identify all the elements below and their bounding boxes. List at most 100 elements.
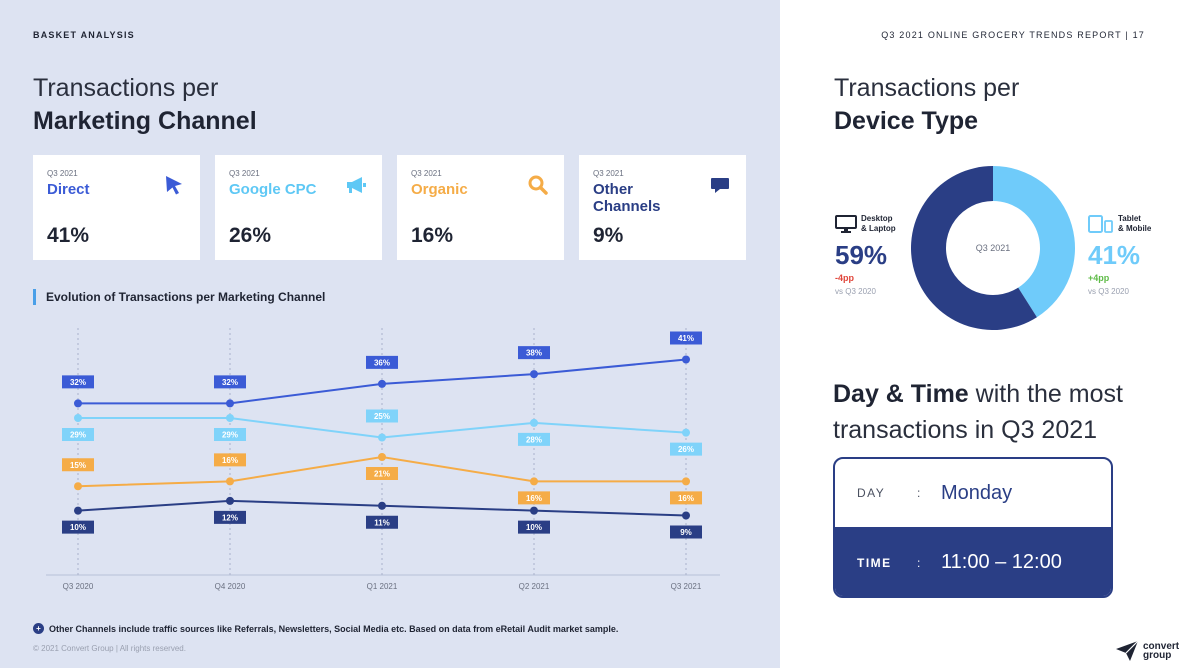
copyright: © 2021 Convert Group | All rights reserv… — [33, 644, 186, 653]
page-title: Transactions per Marketing Channel — [33, 72, 257, 138]
data-point — [226, 477, 234, 486]
data-label-text: 10% — [526, 523, 542, 532]
data-point — [378, 433, 386, 442]
desktop-label-row: Desktop & Laptop — [835, 214, 915, 234]
data-label-text: 11% — [374, 518, 390, 527]
data-label-bg — [62, 375, 94, 389]
card-name: Google CPC — [229, 181, 317, 198]
data-point — [226, 399, 234, 408]
data-label-bg — [214, 510, 246, 524]
desktop-label-1: Desktop — [861, 214, 893, 223]
data-label-bg — [518, 491, 550, 505]
line-chart: Q3 2020 Q4 2020 Q1 2021 Q2 2021 Q3 2021 32% 32… — [46, 328, 720, 591]
donut-center-label: Q3 2021 — [976, 243, 1011, 253]
data-label-text: 25% — [374, 412, 390, 421]
time-row: TIME : 11:00 – 12:00 — [835, 527, 1111, 596]
x-tick-label: Q2 2021 — [519, 582, 550, 591]
section-label: BASKET ANALYSIS — [33, 30, 135, 40]
data-label: 12% — [214, 510, 246, 524]
mobile-label: Tablet & Mobile — [1118, 214, 1151, 234]
data-label: 21% — [366, 467, 398, 480]
data-label-bg — [366, 355, 398, 369]
card-value: 26% — [229, 224, 272, 247]
data-label-text: 38% — [526, 349, 542, 358]
data-label: 10% — [518, 520, 550, 534]
desktop-delta: -4pp — [835, 273, 854, 283]
time-key: TIME — [857, 555, 892, 570]
desktop-label-2: & Laptop — [861, 224, 896, 233]
card-value: 9% — [593, 224, 624, 247]
data-label-bg — [670, 442, 702, 456]
tablet-mobile-icon — [1088, 215, 1113, 233]
data-label-bg — [366, 515, 398, 529]
cursor-icon — [166, 176, 182, 195]
left-panel — [0, 0, 780, 668]
mobile-vs: vs Q3 2020 — [1088, 287, 1129, 296]
mobile-label-2: & Mobile — [1118, 224, 1152, 233]
data-label-text: 21% — [374, 470, 390, 479]
card-period: Q3 2021 — [411, 169, 442, 178]
data-label-bg — [518, 520, 550, 534]
card-google-cpc: Q3 2021 Google CPC 26% — [215, 155, 382, 260]
megaphone-icon — [347, 177, 366, 193]
daytime-title-light-1: with the most — [968, 380, 1123, 408]
data-point — [226, 496, 234, 505]
plus-icon: + — [33, 623, 44, 634]
data-label-bg — [366, 409, 398, 423]
report-label: Q3 2021 ONLINE GROCERY TRENDS REPORT | 1… — [881, 30, 1145, 40]
card-value: 41% — [47, 224, 90, 247]
card-direct: Q3 2021 Direct 41% — [33, 155, 200, 260]
card-organic: Q3 2021 Organic 16% — [397, 155, 564, 260]
data-point — [74, 482, 82, 491]
logo-line-1: convert — [1143, 641, 1180, 652]
data-label: 9% — [670, 525, 702, 539]
daytime-title-bold: Day & Time — [833, 380, 969, 408]
data-label: 29% — [62, 428, 94, 441]
donut-slice-desktop-laptop — [911, 166, 1037, 330]
card-name: Organic — [411, 181, 468, 198]
day-row: DAY : Monday — [835, 459, 1111, 527]
data-label-text: 32% — [222, 378, 238, 387]
data-label: 29% — [214, 428, 246, 441]
data-point — [682, 355, 690, 364]
data-point — [682, 511, 690, 520]
card-period: Q3 2021 — [229, 169, 260, 178]
data-label-bg — [518, 432, 550, 446]
data-label-bg — [62, 520, 94, 534]
x-tick-label: Q3 2020 — [63, 582, 94, 591]
day-sep: : — [917, 486, 921, 500]
data-label-bg — [366, 467, 398, 480]
data-point — [74, 414, 82, 422]
data-label-text: 41% — [678, 334, 694, 343]
data-label: 11% — [366, 515, 398, 529]
time-value: 11:00 – 12:00 — [941, 551, 1062, 573]
chart-title: Evolution of Transactions per Marketing … — [33, 289, 325, 305]
data-label-bg — [670, 525, 702, 539]
data-label-bg — [62, 458, 94, 472]
card-period: Q3 2021 — [47, 169, 78, 178]
data-point — [74, 506, 82, 515]
data-label-text: 16% — [526, 494, 542, 503]
data-point — [74, 399, 82, 408]
paper-plane-icon — [1116, 640, 1139, 661]
data-label: 16% — [670, 491, 702, 505]
data-label-text: 36% — [374, 358, 390, 367]
data-point — [530, 506, 538, 515]
card-other-channels: Q3 2021 Other Channels 9% — [579, 155, 746, 260]
x-tick-label: Q3 2021 — [671, 582, 702, 591]
data-point — [682, 428, 690, 437]
data-label-text: 32% — [70, 378, 86, 387]
card-name: Direct — [47, 181, 90, 198]
desktop-label: Desktop & Laptop — [861, 214, 896, 234]
data-label-bg — [214, 453, 246, 467]
logo-text: convert group — [1143, 641, 1180, 661]
data-point — [530, 418, 538, 427]
day-value: Monday — [941, 481, 1013, 504]
data-label: 26% — [670, 442, 702, 456]
data-label: 38% — [518, 346, 550, 360]
page-title-light: Transactions per — [33, 74, 219, 102]
data-label-text: 9% — [680, 528, 692, 537]
card-period: Q3 2021 — [593, 169, 624, 178]
data-point — [378, 453, 386, 461]
desktop-vs: vs Q3 2020 — [835, 287, 876, 296]
